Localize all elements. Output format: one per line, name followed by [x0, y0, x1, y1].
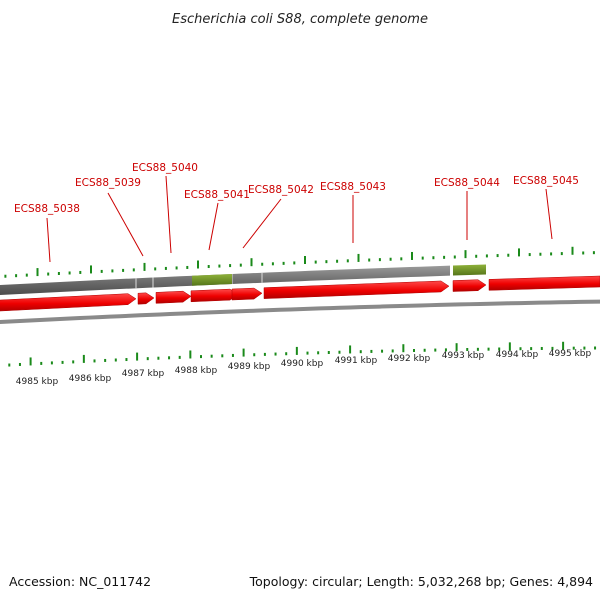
- gene-labels: ECS88_5038 ECS88_5039 ECS88_5040 ECS88_5041…: [14, 162, 579, 263]
- label-leader-line: [208, 202, 219, 251]
- cds-arrow: [452, 279, 487, 292]
- cds-track: [0, 275, 600, 312]
- accession-text: Accession: NC_011742: [9, 574, 152, 589]
- gene-label: ECS88_5040: [132, 162, 198, 174]
- kbp-label: 4995 kbp: [549, 349, 592, 359]
- label-leader-line: [242, 198, 282, 249]
- cds-arrow: [155, 290, 192, 304]
- label-leader-line: [545, 188, 553, 240]
- highlight-block: [453, 264, 486, 276]
- kbp-label: 4994 kbp: [496, 350, 539, 360]
- backbone-track: [0, 264, 486, 295]
- cds-arrow: [137, 292, 155, 305]
- gene-label: ECS88_5042: [248, 184, 314, 196]
- kbp-label: 4987 kbp: [122, 369, 165, 379]
- kbp-scale: 4985 kbp 4986 kbp 4987 kbp 4988 kbp 4989 kbp…: [16, 349, 592, 387]
- inner-ring: [0, 299, 600, 325]
- cds-arrow: [0, 293, 137, 312]
- map-title: Escherichia coli S88, complete genome: [172, 12, 428, 27]
- label-leader-line: [46, 217, 51, 263]
- kbp-label: 4986 kbp: [69, 374, 112, 384]
- gene-label: ECS88_5045: [513, 175, 579, 187]
- kbp-label: 4990 kbp: [281, 359, 324, 369]
- cds-arrow: [190, 288, 239, 303]
- cds-arrow: [231, 287, 263, 301]
- inner-ring-line: [0, 299, 600, 325]
- gene-label: ECS88_5044: [434, 177, 500, 189]
- inner-tick-track: [8, 341, 597, 367]
- outer-tick-track: [4, 246, 595, 278]
- kbp-label: 4993 kbp: [442, 351, 485, 361]
- kbp-label: 4988 kbp: [175, 366, 218, 376]
- cds-arrow: [488, 275, 600, 291]
- genome-info-text: Topology: circular; Length: 5,032,268 bp…: [249, 574, 593, 589]
- kbp-label: 4992 kbp: [388, 354, 431, 364]
- kbp-label: 4991 kbp: [335, 356, 378, 366]
- label-leader-line: [107, 192, 144, 257]
- kbp-label: 4989 kbp: [228, 362, 271, 372]
- gene-label: ECS88_5043: [320, 181, 386, 193]
- gene-label: ECS88_5041: [184, 189, 250, 201]
- cds-arrow: [263, 280, 450, 299]
- gene-label: ECS88_5039: [75, 177, 141, 189]
- kbp-label: 4985 kbp: [16, 377, 59, 387]
- label-leader-line: [165, 175, 172, 254]
- gene-label: ECS88_5038: [14, 203, 80, 215]
- highlight-block: [192, 274, 232, 286]
